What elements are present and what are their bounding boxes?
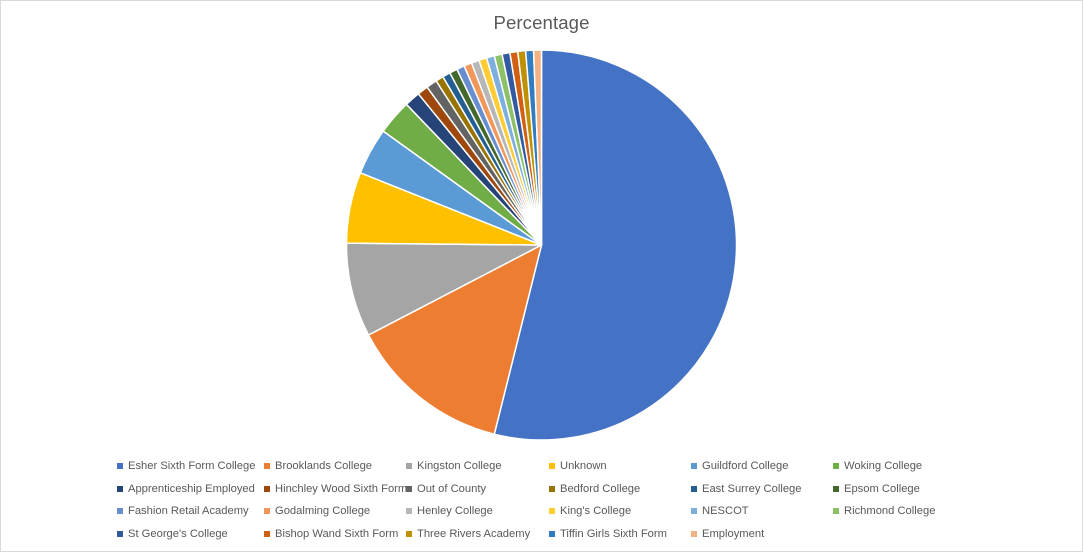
legend-item[interactable]: Three Rivers Academy xyxy=(406,526,530,542)
legend-item[interactable]: Epsom College xyxy=(833,481,920,497)
legend-swatch xyxy=(549,508,555,514)
legend-label: Woking College xyxy=(844,460,923,472)
legend-item[interactable]: Richmond College xyxy=(833,503,935,519)
legend-swatch xyxy=(833,485,839,492)
legend-item[interactable]: Henley College xyxy=(406,503,493,519)
legend-item[interactable]: Esher Sixth Form College xyxy=(117,458,255,474)
legend-item[interactable]: Unknown xyxy=(549,458,607,474)
legend-label: Brooklands College xyxy=(275,460,373,472)
legend-item[interactable]: King's College xyxy=(549,503,631,519)
legend-swatch xyxy=(117,508,123,514)
legend-label: Bedford College xyxy=(560,482,641,495)
legend-label: Esher Sixth Form College xyxy=(128,460,256,472)
legend-label: Unknown xyxy=(560,460,607,472)
legend-item[interactable]: Fashion Retail Academy xyxy=(117,503,249,519)
legend-item[interactable]: Woking College xyxy=(833,458,922,474)
legend-item[interactable]: Godalming College xyxy=(264,503,370,519)
legend-item[interactable]: Hinchley Wood Sixth Form xyxy=(264,481,407,497)
pie-slice-kingston-college[interactable] xyxy=(345,242,543,336)
legend-swatch xyxy=(117,530,123,537)
legend-label: Epsom College xyxy=(844,482,920,495)
pie-slice-esher-sixth-form-college[interactable] xyxy=(493,49,738,441)
pie-slice-employment[interactable] xyxy=(532,49,543,246)
legend-label: Employment xyxy=(702,527,765,540)
legend-item[interactable]: NESCOT xyxy=(691,503,749,519)
legend-swatch xyxy=(549,530,555,537)
pie-slice-brooklands-college[interactable] xyxy=(367,244,543,435)
legend-item[interactable]: Guildford College xyxy=(691,458,788,474)
legend-label: King's College xyxy=(560,505,632,517)
legend-swatch xyxy=(264,508,270,514)
legend-swatch xyxy=(406,485,412,492)
legend-label: Kingston College xyxy=(417,460,502,472)
legend-label: Fashion Retail Academy xyxy=(128,505,249,517)
legend-label: St George's College xyxy=(128,527,228,540)
legend-swatch xyxy=(691,508,697,514)
legend-label: Bishop Wand Sixth Form xyxy=(275,527,399,540)
legend-label: Guildford College xyxy=(702,460,789,472)
legend-swatch xyxy=(833,463,839,469)
legend-label: Three Rivers Academy xyxy=(417,527,531,540)
legend-item[interactable]: Bedford College xyxy=(549,481,640,497)
legend-item[interactable]: Tiffin Girls Sixth Form xyxy=(549,526,667,542)
legend-label: Henley College xyxy=(417,505,493,517)
legend-label: Tiffin Girls Sixth Form xyxy=(560,527,667,540)
chart-title: Percentage xyxy=(493,12,590,33)
legend-swatch xyxy=(549,485,555,492)
legend-swatch xyxy=(691,530,697,537)
legend-item[interactable]: Brooklands College xyxy=(264,458,372,474)
legend-item[interactable]: St George's College xyxy=(117,526,228,542)
legend-item[interactable]: East Surrey College xyxy=(691,481,802,497)
legend-label: Godalming College xyxy=(275,505,371,517)
legend-swatch xyxy=(833,508,839,514)
legend-swatch xyxy=(406,463,412,469)
legend-label: Hinchley Wood Sixth Form xyxy=(275,482,408,495)
legend-item[interactable]: Out of County xyxy=(406,481,486,497)
legend-item[interactable]: Employment xyxy=(691,526,764,542)
legend-swatch xyxy=(406,508,412,514)
legend-item[interactable]: Apprenticeship Employed xyxy=(117,481,255,497)
legend-label: Richmond College xyxy=(844,505,936,517)
legend-label: NESCOT xyxy=(702,505,749,517)
legend-swatch xyxy=(264,485,270,492)
legend-label: Out of County xyxy=(417,482,487,495)
legend-label: Apprenticeship Employed xyxy=(128,482,255,495)
legend-label: East Surrey College xyxy=(702,482,802,495)
legend-swatch xyxy=(549,463,555,469)
legend-swatch xyxy=(406,530,412,537)
legend-swatch xyxy=(117,485,123,492)
legend-swatch xyxy=(264,463,270,469)
legend-swatch xyxy=(691,463,697,469)
legend-item[interactable]: Bishop Wand Sixth Form xyxy=(264,526,398,542)
legend-swatch xyxy=(691,485,697,492)
legend-swatch xyxy=(117,463,123,469)
legend-item[interactable]: Kingston College xyxy=(406,458,502,474)
legend-swatch xyxy=(264,530,270,537)
